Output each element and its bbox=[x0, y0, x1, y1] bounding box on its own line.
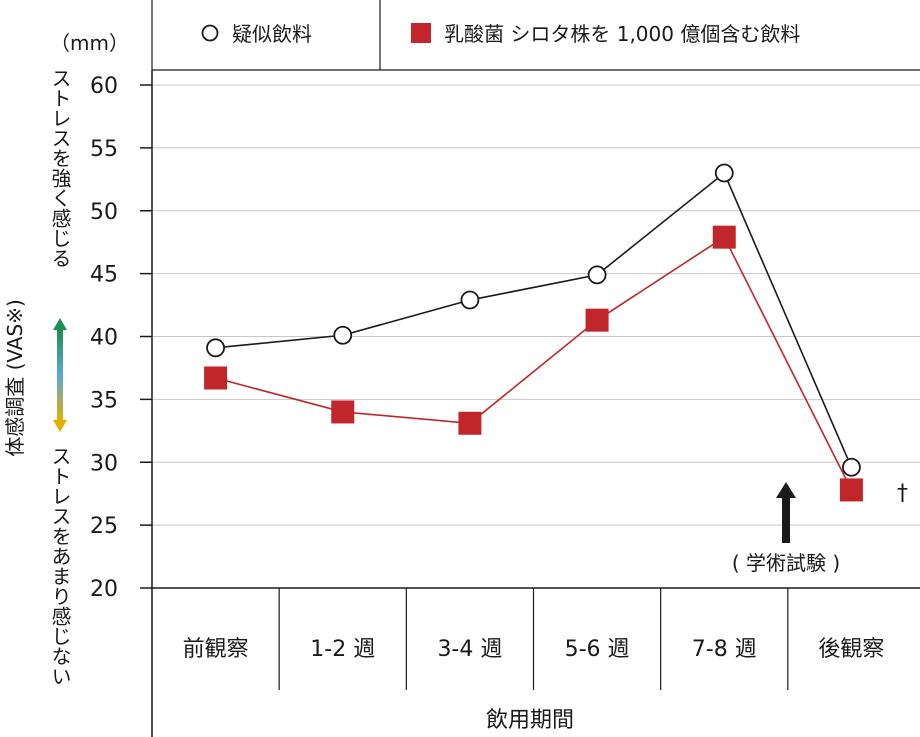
y-unit-label: （mm） bbox=[50, 31, 129, 55]
category-label: 3-4 週 bbox=[437, 637, 502, 662]
dagger-annotation: † bbox=[897, 481, 908, 506]
y-tick-label: 50 bbox=[90, 200, 118, 225]
grid-lines bbox=[152, 84, 920, 526]
y-tick-marks bbox=[140, 84, 152, 589]
series-2-point bbox=[712, 225, 736, 249]
category-table bbox=[278, 588, 789, 690]
category-label: 前観察 bbox=[183, 637, 249, 662]
series-2-point bbox=[839, 478, 863, 502]
legend-series-2-label: 乳酸菌 シロタ株を 1,000 億個含む飲料 bbox=[444, 22, 800, 46]
series-group bbox=[204, 163, 863, 502]
y-tick-label: 40 bbox=[90, 326, 118, 351]
series-2-point bbox=[458, 411, 482, 435]
category-label: 1-2 週 bbox=[310, 637, 375, 662]
series-line-1 bbox=[215, 171, 853, 468]
category-label: 7-8 週 bbox=[692, 637, 757, 662]
series-1-point bbox=[460, 290, 480, 310]
y-bottom-label: ストレスをあまり感じない bbox=[48, 446, 72, 686]
x-axis-title: 飲用期間 bbox=[486, 708, 574, 733]
series-1-point bbox=[587, 265, 607, 285]
legend-circle-marker bbox=[201, 24, 219, 42]
legend-series-1-label: 疑似飲料 bbox=[232, 22, 312, 46]
series-1-point bbox=[206, 338, 225, 358]
y-tick-label: 20 bbox=[90, 577, 118, 602]
exam-arrow-icon bbox=[776, 482, 796, 543]
y-tick-label: 45 bbox=[90, 263, 118, 288]
y-tick-label: 60 bbox=[90, 74, 118, 99]
series-2-point bbox=[585, 308, 609, 332]
category-label: 後観察 bbox=[818, 637, 884, 662]
series-1-point bbox=[714, 163, 734, 183]
y-tick-label: 30 bbox=[90, 451, 118, 476]
category-label: 5-6 週 bbox=[565, 637, 630, 662]
y-tick-label: 25 bbox=[90, 514, 118, 539]
y-axis-title: 体感調査 (VAS※) bbox=[3, 299, 27, 457]
category-labels: 前観察 1-2 週 3-4 週 5-6 週 7-8 週 後観察 bbox=[183, 637, 885, 662]
series-2-point bbox=[204, 366, 228, 390]
legend: 疑似飲料 乳酸菌 シロタ株を 1,000 億個含む飲料 bbox=[151, 0, 920, 71]
y-top-label: ストレスを強く感じる bbox=[48, 68, 72, 268]
series-line-2 bbox=[215, 235, 853, 491]
y-tick-label: 55 bbox=[90, 137, 118, 162]
stress-gradient-arrow-icon bbox=[53, 318, 67, 432]
series-1-point bbox=[333, 325, 353, 345]
y-tick-labels: 20 25 30 35 40 45 50 55 60 bbox=[90, 74, 118, 602]
y-tick-label: 35 bbox=[90, 388, 118, 413]
series-1-point bbox=[842, 457, 861, 477]
exam-annotation: ( 学術試験 ) bbox=[732, 551, 840, 575]
series-2-point bbox=[331, 400, 355, 424]
legend-square-marker bbox=[411, 23, 431, 43]
